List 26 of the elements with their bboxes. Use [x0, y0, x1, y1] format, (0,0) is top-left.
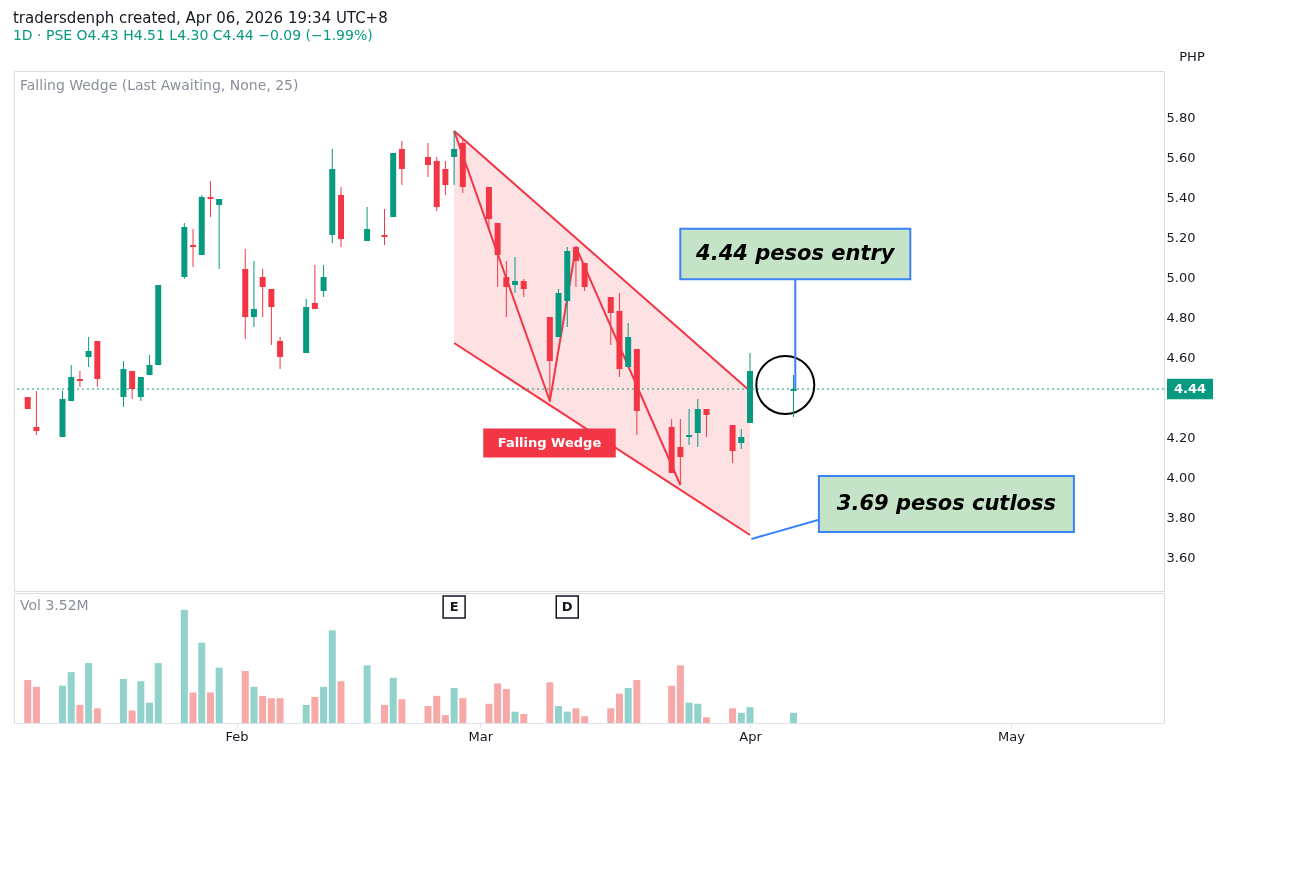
annotation: Falling Wedge: [497, 435, 602, 450]
chart-subtitle: 1D · PSE O4.43 H4.51 L4.30 C4.44 −0.09 (−1.99%): [12, 26, 373, 43]
y-tick-label: 4.60: [1166, 349, 1196, 365]
y-tick-label: 4.00: [1166, 469, 1196, 485]
y-tick-label: 3.60: [1166, 549, 1196, 565]
x-tick-label: Feb: [225, 728, 249, 744]
y-tick-label: 5.60: [1166, 149, 1196, 165]
annotation: Falling Wedge (Last Awaiting, None, 25): [20, 77, 299, 93]
y-tick-label: 5.20: [1166, 229, 1196, 245]
annotation: 4.44 pesos entry: [695, 241, 896, 265]
y-axis-title: PHP: [1179, 49, 1205, 64]
y-tick-label: 4.20: [1166, 429, 1196, 445]
x-tick-label: Apr: [739, 728, 763, 744]
annotation: D: [561, 599, 573, 614]
y-tick-label: 5.80: [1166, 109, 1196, 125]
y-tick-label: 4.80: [1166, 309, 1196, 325]
ref-line-label: 4.44: [1173, 381, 1207, 396]
y-tick-label: 3.80: [1166, 509, 1196, 525]
x-tick-label: Mar: [468, 728, 494, 744]
x-tick-label: May: [998, 728, 1026, 744]
annotation: 3.69 pesos cutloss: [836, 491, 1057, 515]
annotation: Vol 3.52M: [20, 597, 89, 613]
y-tick-label: 5.00: [1166, 269, 1196, 285]
chart-title: tradersdenph created, Apr 06, 2026 19:34 UTC+8: [12, 8, 388, 27]
annotation: E: [449, 599, 459, 614]
y-tick-label: 5.40: [1166, 189, 1196, 205]
